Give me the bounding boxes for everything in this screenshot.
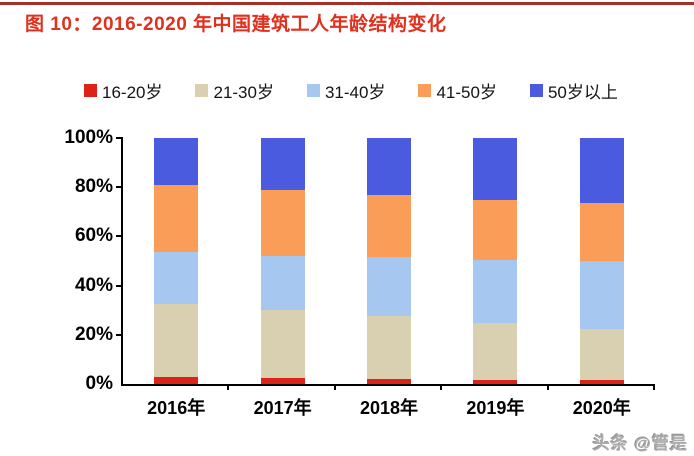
x-axis-tick-label: 2018年 [359,398,419,418]
bar-column [260,138,305,384]
x-axis-tick-label: 2020年 [572,398,631,418]
y-axis-tick-label: 60% [74,225,113,247]
y-axis-tick-mark [116,284,123,287]
x-axis-tick-mark [227,384,230,390]
legend-item: 41-50岁 [418,78,497,103]
bar-segment [473,138,518,200]
bar-segment [579,261,624,329]
legend-label: 16-20岁 [102,83,163,102]
bar-segment [260,138,305,190]
bar-segment [260,310,305,378]
bar-segment [473,259,518,323]
y-axis-tick-mark [116,186,123,189]
bar-segment [579,380,624,384]
watermark: 头条 @管是 [592,434,688,453]
legend: 16-20岁 21-30岁 31-40岁 41-50岁 50岁以上 [84,78,618,103]
y-axis-tick-mark [116,235,123,238]
legend-color-swatch [84,84,97,97]
bar-segment [367,316,411,380]
y-axis-tick-mark [116,137,123,139]
legend-item: 21-30岁 [195,78,274,103]
figure-title: 图 10：2016-2020 年中国建筑工人年龄结构变化 [25,14,447,35]
bar-segment [367,138,411,195]
x-axis-tick-mark [333,384,336,390]
legend-color-swatch [306,84,320,97]
bar-segment [154,304,199,377]
bar-segment [473,322,518,381]
legend-color-swatch [529,84,543,97]
bar-segment [154,252,199,305]
bar-segment [260,256,305,311]
bar-segment [154,376,199,384]
bar-segment [473,199,518,260]
legend-item: 31-40岁 [306,78,386,103]
x-axis-tick-label: 2017年 [253,398,312,418]
bar-column [154,138,199,384]
bar-segment [579,203,624,262]
bar-segment [260,377,305,384]
y-axis-tick-label: 80% [74,176,113,198]
bar-segment [367,194,411,258]
legend-color-swatch [195,84,209,97]
bar-segment [473,380,518,384]
top-divider-line [0,2,694,5]
y-axis-tick-label: 40% [74,274,113,296]
bar-column [579,138,624,384]
bar-segment [579,328,624,381]
legend-item: 50岁以上 [529,78,618,103]
x-axis-tick-label: 2019年 [466,398,525,418]
bar-segment [154,138,199,185]
legend-label: 50岁以上 [547,83,618,102]
y-axis-tick-label: 20% [74,323,113,345]
bar-column [367,138,411,384]
bar-segment [367,379,411,384]
bar-column [473,138,518,384]
bar-segment [579,138,624,204]
x-axis-tick-mark [546,384,549,390]
y-axis-tick-label: 100% [64,127,113,148]
bar-segment [260,189,305,257]
legend-label: 31-40岁 [324,83,386,102]
x-axis-tick-mark [440,384,443,390]
bar-segment [154,184,199,253]
bar-segment [367,257,411,317]
legend-color-swatch [418,84,432,97]
stacked-bar-chart: 0% 20% 40% 60% 80% 100% 2016年 2017年 2018年 2019年 20… [64,128,655,418]
y-axis-tick-label: 0% [85,373,113,394]
x-axis-tick-mark [653,384,655,390]
legend-label: 41-50岁 [436,83,497,102]
x-axis-tick-label: 2016年 [147,398,206,418]
y-axis-tick-mark [116,333,123,336]
legend-label: 21-30岁 [213,83,274,102]
legend-item: 16-20岁 [84,78,162,103]
